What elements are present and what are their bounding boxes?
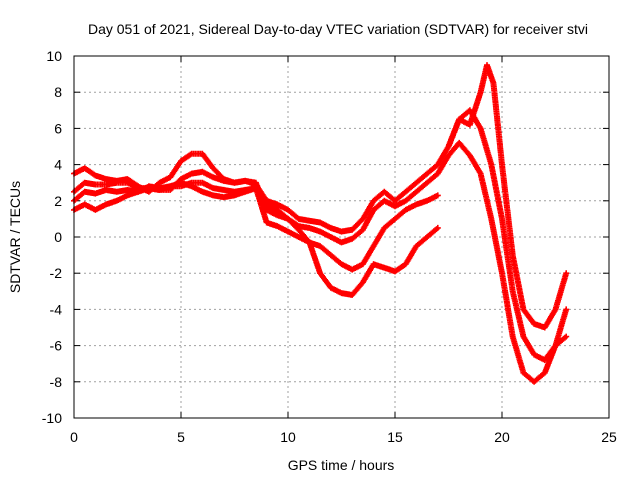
y-tick-label: 8 (54, 84, 62, 100)
y-tick-label: -2 (50, 265, 63, 281)
x-tick-label: 5 (177, 429, 185, 445)
y-tick-label: -4 (50, 301, 63, 317)
y-tick-label: 6 (54, 120, 62, 136)
x-axis-label: GPS time / hours (288, 457, 395, 473)
x-tick-label: 0 (70, 429, 78, 445)
data-points (71, 62, 570, 385)
y-tick-label: -10 (42, 410, 62, 426)
x-tick-label: 10 (280, 429, 296, 445)
y-tick-label: -6 (50, 338, 63, 354)
chart-title: Day 051 of 2021, Sidereal Day-to-day VTE… (88, 21, 588, 37)
y-tick-label: 10 (46, 48, 62, 64)
grid-lines (74, 56, 609, 418)
series-marks (445, 62, 570, 331)
y-tick-label: -8 (50, 374, 63, 390)
y-axis-label: SDTVAR / TECUs (7, 181, 23, 293)
x-tick-label: 20 (494, 429, 510, 445)
x-tick-label: 15 (387, 429, 403, 445)
x-tick-label: 25 (601, 429, 617, 445)
series-day-5 (445, 62, 570, 331)
y-tick-label: 2 (54, 193, 62, 209)
y-tick-label: 0 (54, 229, 62, 245)
plot-frame (73, 55, 610, 419)
y-tick-label: 4 (54, 157, 62, 173)
